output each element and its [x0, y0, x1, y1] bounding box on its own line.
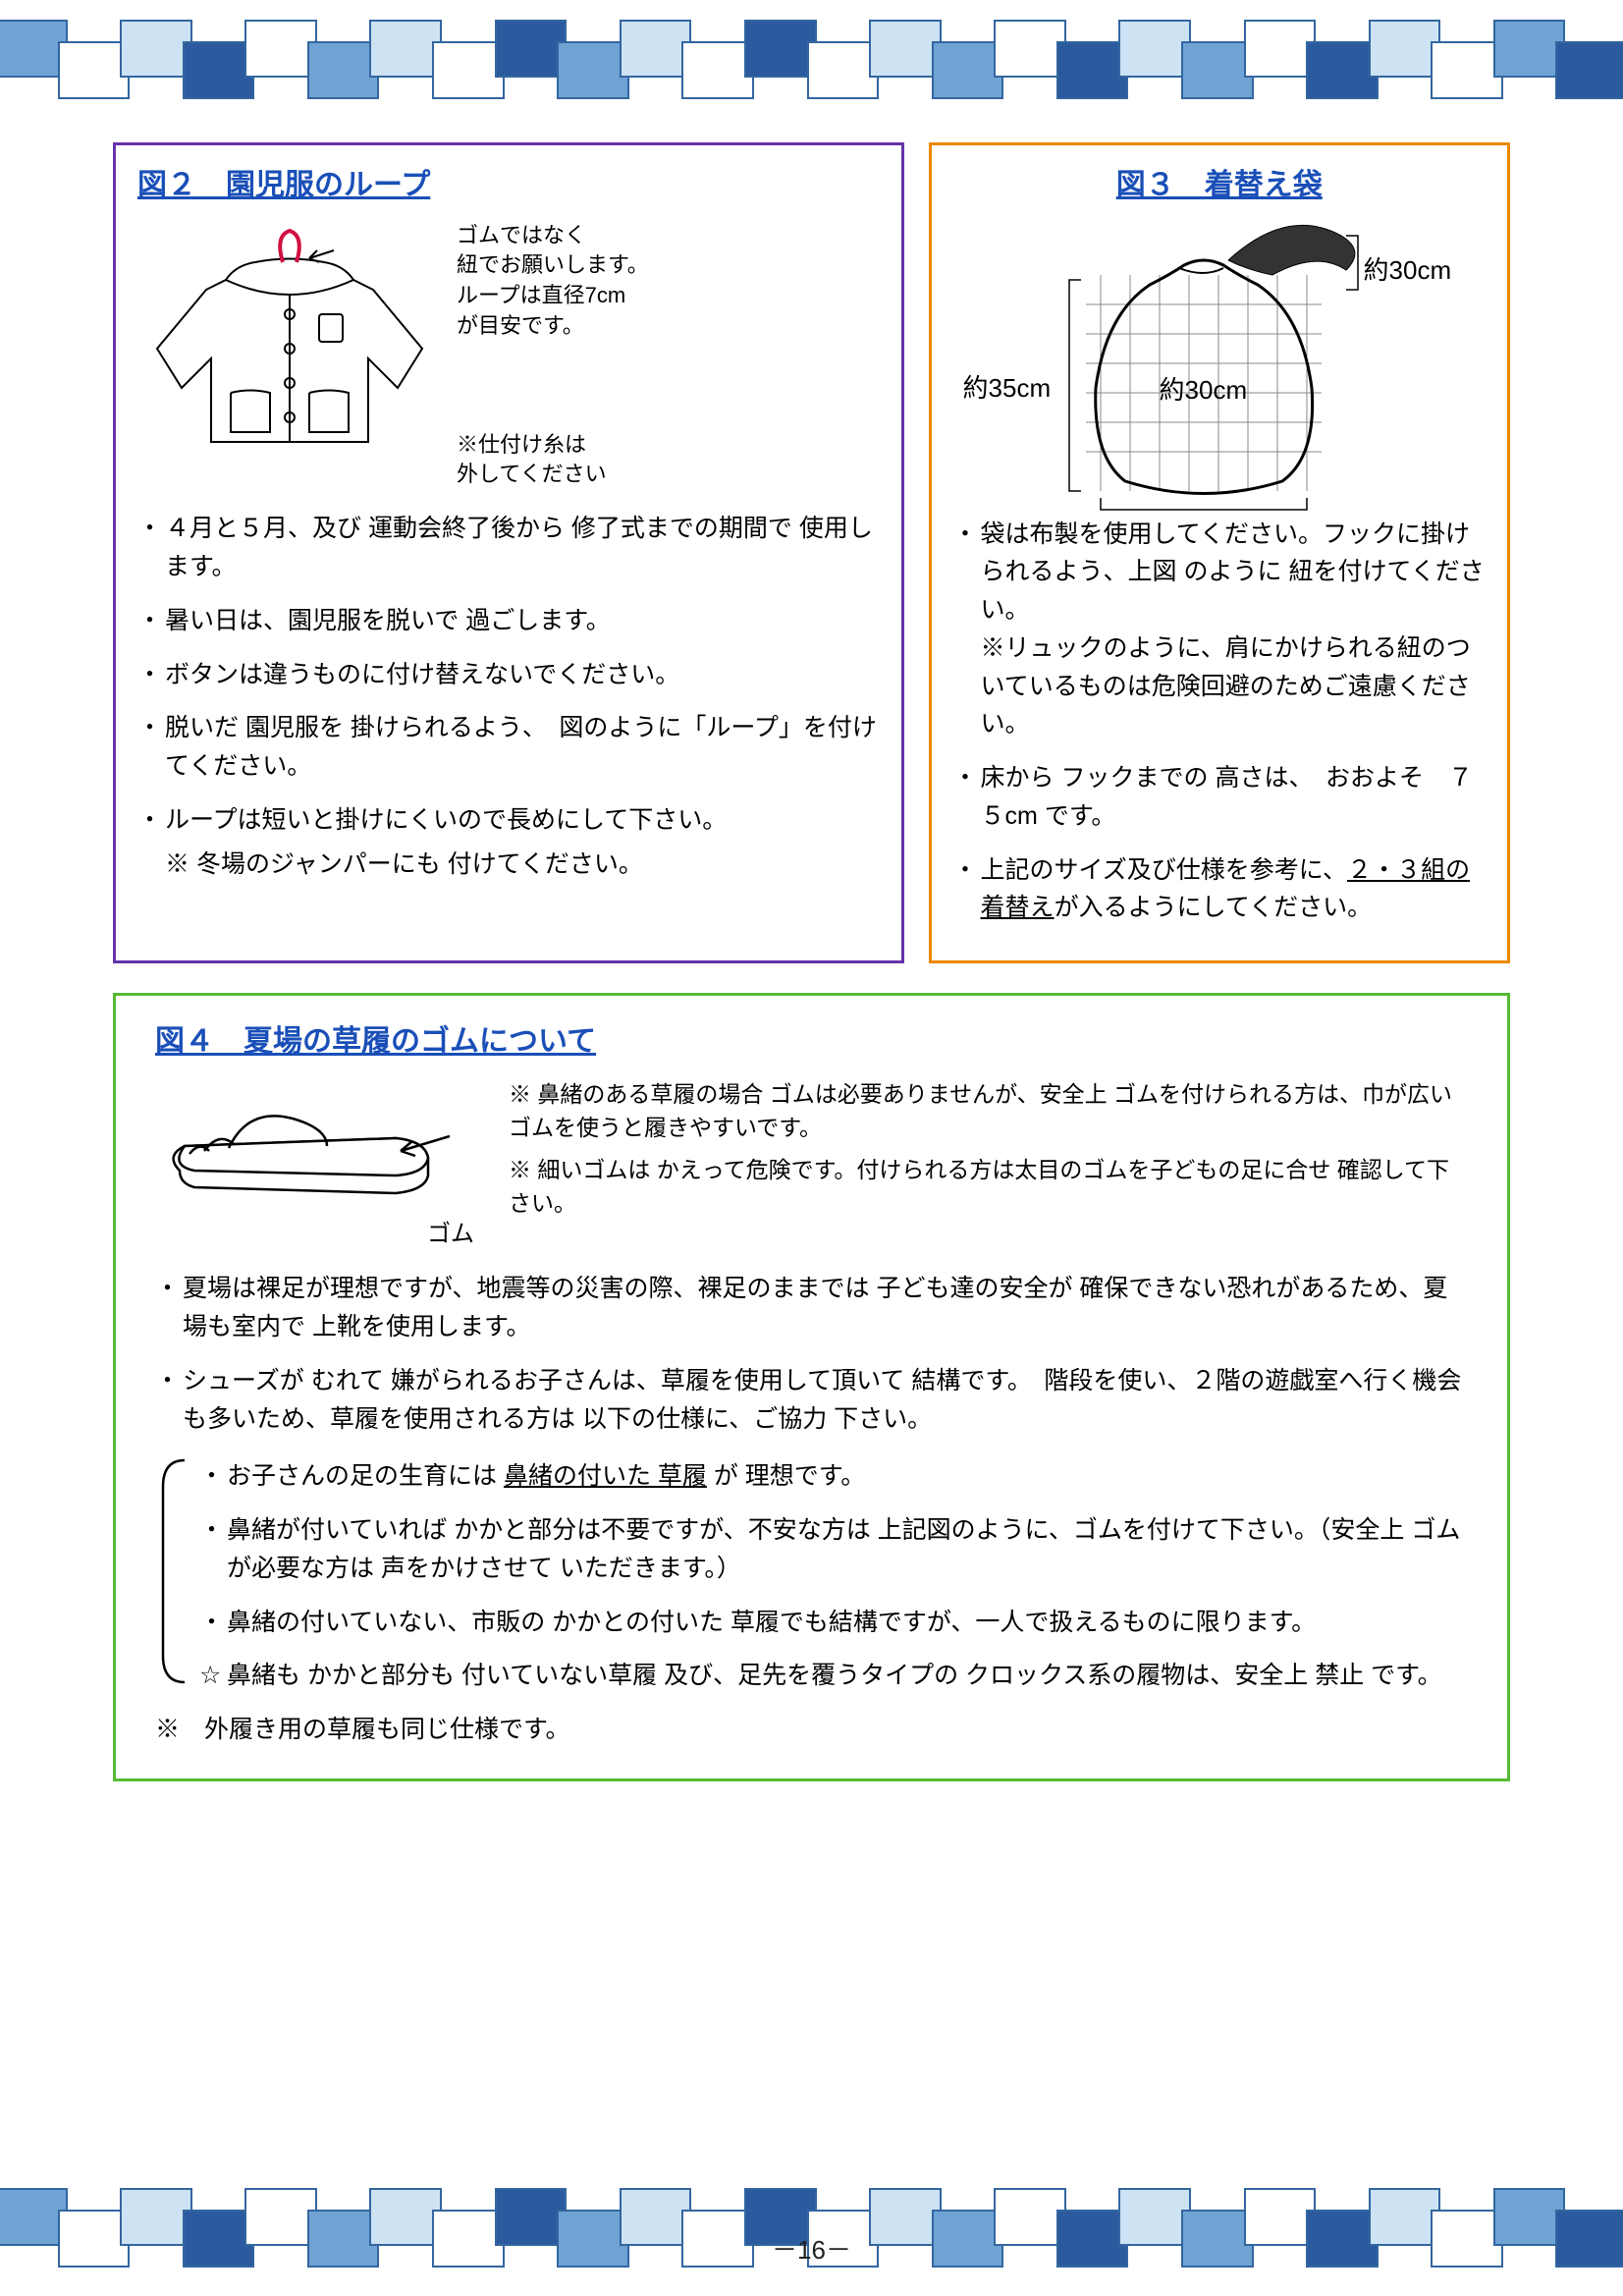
bullet-item: 暑い日は、園児服を脱いで 過ごします。: [137, 602, 880, 640]
star-item: 鼻緒も かかと部分も 付いていない草履 及び、足先を覆うタイプの クロックス系の…: [199, 1657, 1468, 1695]
outer-note: ※ 外履き用の草履も同じ仕様です。: [155, 1711, 1468, 1749]
fig3-bullets: 袋は布製を使用してください。フックに掛けられるよう、上図 のように 紐を付けてく…: [953, 516, 1486, 928]
bullet-item: 床から フックまでの 高さは、 おおよそ ７５cm です。: [953, 759, 1486, 836]
loop-note: ゴムではなく紐でお願いします。ループは直径7cmが目安です。: [457, 221, 649, 342]
fig4-bracket-bullets: お子さんの足の生育には 鼻緒の付いた 草履 が 理想です。鼻緒が付いていれば か…: [199, 1457, 1468, 1641]
top-border: [0, 20, 1623, 108]
dim-height: 約35cm: [963, 368, 1052, 408]
jacket-illustration: [137, 221, 442, 466]
winter-note: ※ 冬場のジャンパーにも 付けてください。: [137, 846, 880, 884]
fig2-title: 図２ 園児服のループ: [137, 163, 880, 209]
bullet-item: ボタンは違うものに付け替えないでください。: [137, 656, 880, 694]
bullet-item: 鼻緒の付いていない、市販の かかとの付いた 草履でも結構ですが、一人で扱えるもの…: [199, 1604, 1468, 1642]
figure-4-panel: 図４ 夏場の草履のゴムについて ゴム ※: [113, 993, 1510, 1781]
fig4-intro-bullets: 夏場は裸足が理想ですが、地震等の災害の際、裸足のままでは 子ども達の安全が 確保…: [155, 1270, 1468, 1438]
bullet-item: 鼻緒が付いていれば かかと部分は不要ですが、不安な方は 上記図のように、ゴムを付…: [199, 1511, 1468, 1588]
fig2-bullets: ４月と５月、及び 運動会終了後から 修了式までの期間で 使用します。暑い日は、園…: [137, 510, 880, 839]
bullet-item: お子さんの足の生育には 鼻緒の付いた 草履 が 理想です。: [199, 1457, 1468, 1496]
figure-3-panel: 図３ 着替え袋: [929, 142, 1510, 963]
content-area: 図２ 園児服のループ: [113, 142, 1510, 1781]
bracket-group: お子さんの足の生育には 鼻緒の付いた 草履 が 理想です。鼻緒が付いていれば か…: [155, 1457, 1468, 1695]
bullet-item: 夏場は裸足が理想ですが、地震等の災害の際、裸足のままでは 子ども達の安全が 確保…: [155, 1270, 1468, 1346]
figure-2-panel: 図２ 園児服のループ: [113, 142, 904, 963]
gom-label: ゴム: [155, 1216, 489, 1252]
fig4-title: 図４ 夏場の草履のゴムについて: [155, 1019, 1468, 1066]
bullet-item: 脱いだ 園児服を 掛けられるよう、 図のように「ループ」を付けてください。: [137, 709, 880, 786]
bullet-item: シューズが むれて 嫌がられるお子さんは、草履を使用して頂いて 結構です。 階段…: [155, 1362, 1468, 1439]
fig3-title: 図３ 着替え袋: [953, 163, 1486, 209]
sandal-side-notes: ※ 鼻緒のある草履の場合 ゴムは必要ありませんが、安全上 ゴムを付けられる方は、…: [509, 1077, 1468, 1229]
dim-width: 約30cm: [1160, 370, 1248, 410]
bullet-item: 上記のサイズ及び仕様を参考に、２・３組の着替えが入るようにしてください。: [953, 851, 1486, 928]
basting-note: ※仕付け糸は外してください: [457, 430, 649, 491]
dim-loop: 約30cm: [1364, 250, 1452, 290]
bracket-icon: [155, 1457, 189, 1685]
bullet-item: 袋は布製を使用してください。フックに掛けられるよう、上図 のように 紐を付けてく…: [953, 516, 1486, 744]
sandal-illustration: [155, 1077, 489, 1205]
bullet-item: ループは短いと掛けにくいので長めにして下さい。: [137, 801, 880, 840]
bullet-item: ４月と５月、及び 運動会終了後から 修了式までの期間で 使用します。: [137, 510, 880, 586]
page-number: －16－: [0, 2230, 1623, 2267]
bag-illustration: 約35cm 約30cm 約30cm: [953, 221, 1486, 516]
